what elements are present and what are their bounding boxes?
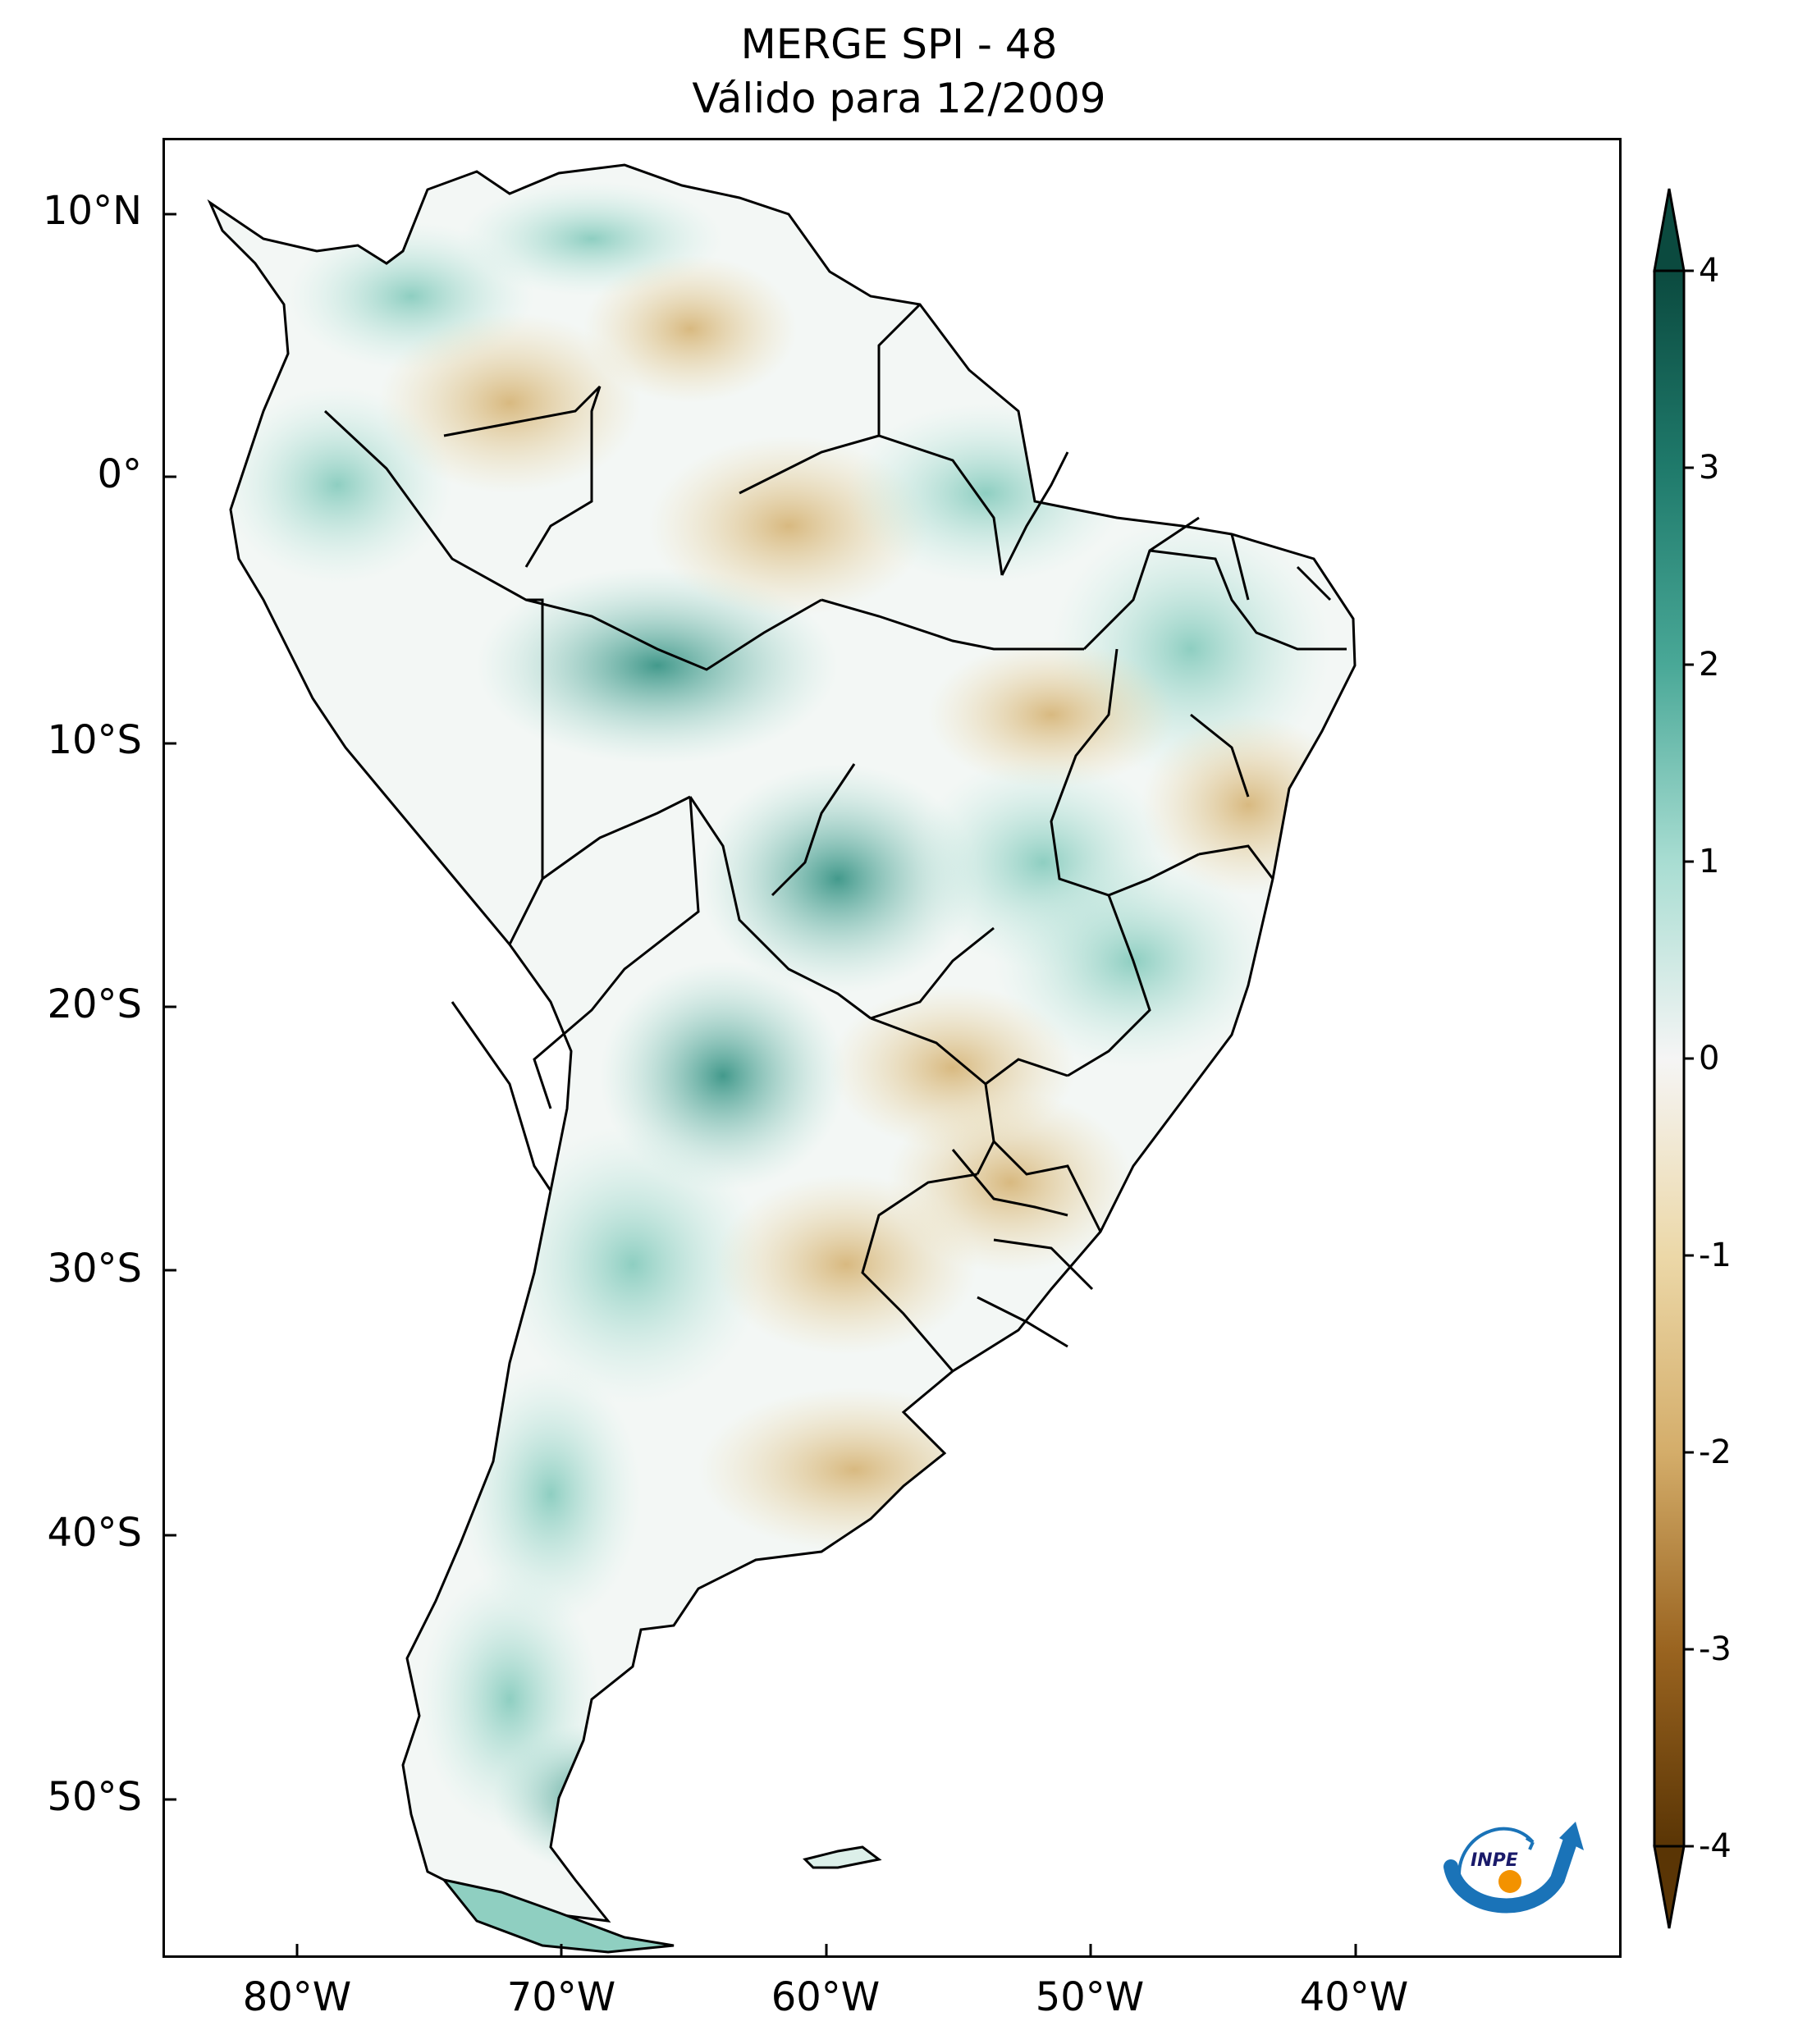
falklands-shape — [803, 1845, 882, 1869]
lon-label-60w: 60°W — [771, 1974, 881, 2020]
colorbar-label-4: 4 — [1699, 252, 1720, 290]
colorbar-svg — [1653, 188, 1694, 1929]
lat-label-50s: 50°S — [47, 1774, 142, 1820]
colorbar-label-neg1: -1 — [1699, 1237, 1732, 1274]
colorbar-label-0: 0 — [1699, 1040, 1720, 1077]
lon-label-80w: 80°W — [242, 1974, 352, 2020]
lon-label-70w: 70°W — [506, 1974, 616, 2020]
lat-label-10n: 10°N — [43, 188, 142, 234]
colorbar-ticks — [1684, 269, 1694, 1848]
inpe-logo-text: INPE — [1471, 1850, 1518, 1871]
colorbar-label-neg2: -2 — [1699, 1434, 1732, 1471]
colorbar-extend-min — [1653, 1845, 1686, 1929]
colorbar-label-1: 1 — [1699, 843, 1720, 880]
lat-label-30s: 30°S — [47, 1246, 142, 1292]
colorbar-label-2: 2 — [1699, 646, 1720, 684]
inpe-logo-svg: INPE — [1443, 1822, 1584, 1914]
lat-label-10s: 10°S — [47, 717, 142, 763]
frame-ticks — [165, 213, 1357, 1955]
lat-label-40s: 40°S — [47, 1510, 142, 1556]
lon-label-40w: 40°W — [1299, 1974, 1409, 2020]
colorbar — [1641, 181, 1789, 1937]
inpe-logo: INPE — [1443, 1797, 1590, 1920]
lon-label-50w: 50°W — [1035, 1974, 1145, 2020]
colorbar-bar — [1653, 269, 1686, 1848]
colorbar-label-neg4: -4 — [1699, 1827, 1732, 1865]
lat-label-0: 0° — [97, 451, 142, 497]
map-subtitle: Válido para 12/2009 — [692, 75, 1106, 122]
tierra-del-fuego-shape — [441, 1877, 675, 1954]
colorbar-label-neg3: -3 — [1699, 1630, 1732, 1668]
country-borders — [323, 303, 1347, 1372]
map-title: MERGE SPI - 48 — [740, 21, 1058, 68]
lat-label-20s: 20°S — [47, 981, 142, 1027]
colorbar-label-3: 3 — [1699, 449, 1720, 487]
map-frame — [162, 138, 1622, 1958]
map-canvas — [165, 163, 1357, 1955]
colorbar-extend-max — [1653, 188, 1686, 272]
